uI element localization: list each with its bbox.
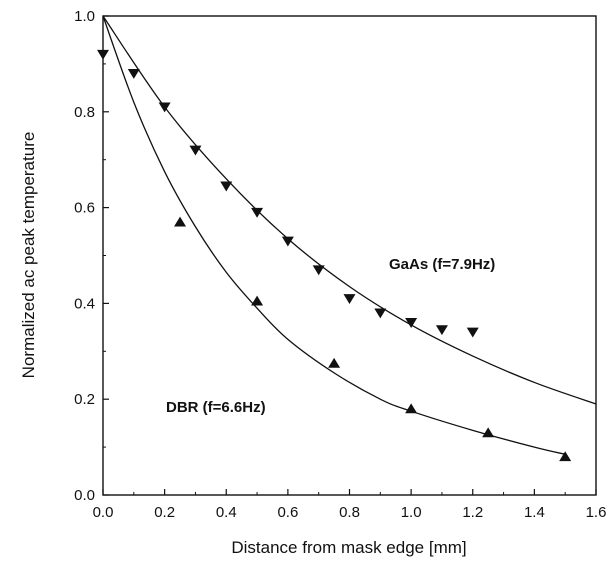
gaas-data-point (467, 328, 479, 338)
dbr-data-point (482, 427, 494, 437)
dbr-data-point (328, 358, 340, 368)
y-tick-label: 0.4 (74, 295, 95, 312)
y-tick-label: 0.6 (74, 200, 95, 217)
gaas-data-point (251, 208, 263, 218)
fit-curves (103, 16, 596, 454)
plot-frame (103, 16, 596, 495)
x-tick-label: 1.2 (462, 504, 483, 521)
gaas-data-point (220, 182, 232, 192)
y-tick-label: 0.2 (74, 391, 95, 408)
dbr-data-point (251, 296, 263, 306)
y-tick-label: 0.8 (74, 104, 95, 121)
x-tick-label: 1.0 (401, 504, 422, 521)
dbr-fit-curve (103, 16, 565, 454)
x-tick-label: 1.4 (524, 504, 545, 521)
gaas-data-point (159, 103, 171, 113)
x-tick-label: 0.8 (339, 504, 360, 521)
x-tick-label: 0.0 (93, 504, 114, 521)
series-label-dbr: DBR (f=6.6Hz) (166, 399, 266, 416)
x-tick-label: 0.6 (277, 504, 298, 521)
x-tick-label: 1.6 (586, 504, 607, 521)
x-axis-ticks: 0.0 0.2 0.4 0.6 0.8 1.0 1.2 1.4 1.6 (93, 489, 607, 521)
gaas-data-point (128, 69, 140, 79)
x-axis-title: Distance from mask edge [mm] (231, 538, 466, 557)
y-tick-label: 0.0 (74, 487, 95, 504)
y-axis-title: Normalized ac peak temperature (19, 132, 38, 379)
gaas-data-point (189, 146, 201, 156)
x-tick-label: 0.4 (216, 504, 237, 521)
gaas-data-point (344, 294, 356, 304)
gaas-data-point (436, 325, 448, 335)
gaas-data-point (97, 50, 109, 60)
y-tick-label: 1.0 (74, 8, 95, 25)
y-axis-ticks: 0.0 0.2 0.4 0.6 0.8 1.0 (74, 8, 109, 504)
dbr-data-point (405, 403, 417, 413)
gaas-fit-curve (103, 16, 596, 404)
series-label-gaas: GaAs (f=7.9Hz) (389, 256, 495, 273)
gaas-data-point (313, 265, 325, 275)
dbr-data-point (174, 217, 186, 227)
gaas-data-point (374, 308, 386, 318)
x-tick-label: 0.2 (154, 504, 175, 521)
